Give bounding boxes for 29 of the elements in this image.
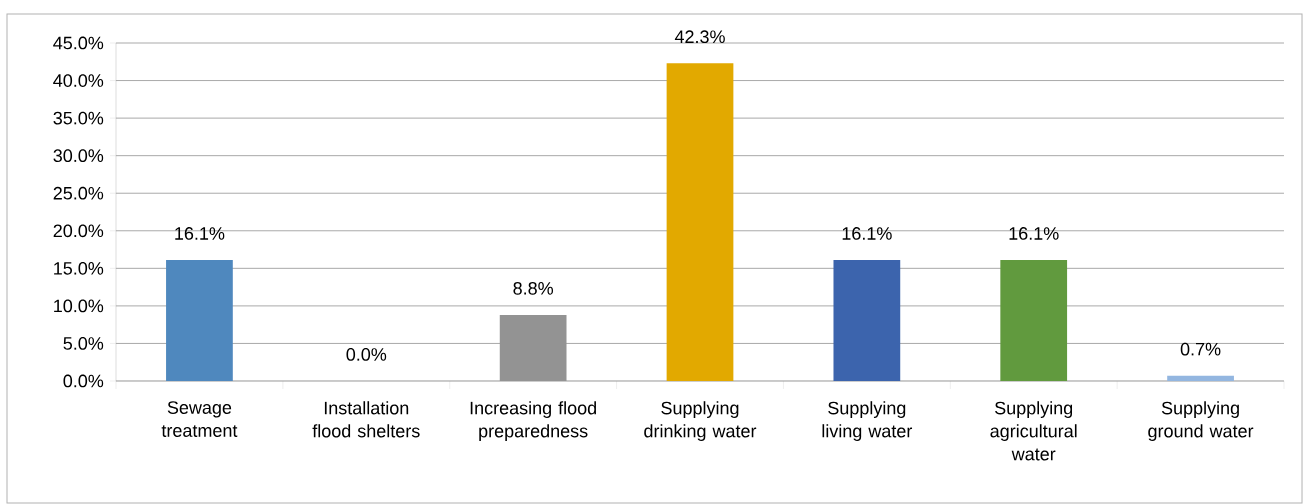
bar	[1167, 375, 1234, 381]
y-tick-label: 45.0%	[53, 36, 104, 50]
bar	[166, 260, 233, 381]
x-tick-label: Supplying agricultural water	[990, 401, 1077, 461]
x-tick-label: Increasing flood preparedness	[470, 401, 596, 441]
x-tick-label: Sewage treatment	[161, 401, 238, 437]
data-label: 16.1%	[842, 227, 892, 240]
y-tick-label: 15.0%	[54, 261, 104, 275]
data-label: 0.0%	[346, 348, 387, 361]
x-tick-label: Supplying drinking water	[644, 401, 757, 441]
y-tick-label: 30.0%	[53, 149, 104, 163]
bar	[833, 260, 901, 381]
bar	[1000, 260, 1068, 381]
y-tick-label: 5.0%	[63, 337, 104, 350]
data-label: 42.3%	[674, 30, 725, 44]
y-tick-label: 25.0%	[53, 186, 104, 200]
y-tick-label: 10.0%	[54, 299, 104, 313]
data-label: 16.1%	[175, 227, 225, 240]
x-tick-label: Supplying living water	[822, 401, 913, 441]
y-tick-label: 0.0%	[63, 374, 104, 388]
data-label: 8.8%	[513, 281, 554, 295]
bar	[666, 63, 734, 381]
data-label: 0.7%	[1180, 342, 1221, 356]
x-tick-label: Supplying ground water	[1148, 401, 1254, 441]
x-tick-label: Installation flood shelters	[312, 401, 420, 438]
y-tick-label: 35.0%	[53, 111, 104, 125]
y-tick-label: 40.0%	[53, 74, 104, 87]
data-label: 16.1%	[1009, 227, 1059, 240]
y-tick-label: 20.0%	[53, 224, 104, 238]
